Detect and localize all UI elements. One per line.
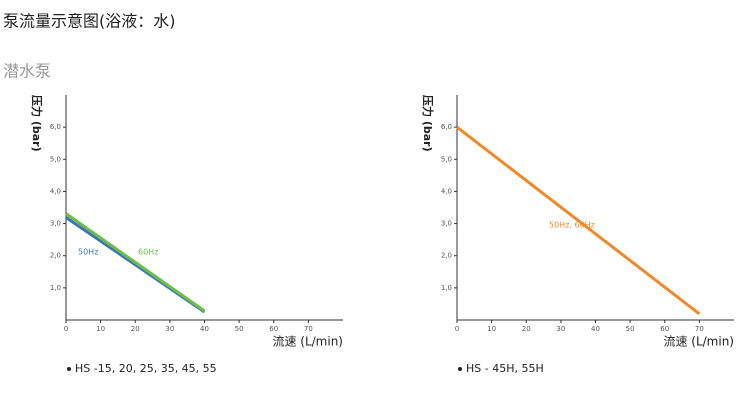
y-tick-label: 4,0 [50, 187, 61, 195]
x-tick-label: 10 [96, 325, 105, 333]
y-tick-label: 6,0 [50, 123, 61, 131]
x-axis-label: 流速 (L/min) [272, 335, 343, 349]
x-tick-label: 70 [304, 325, 313, 333]
x-tick-label: 30 [556, 325, 565, 333]
x-tick-label: 40 [200, 325, 209, 333]
x-tick-label: 20 [131, 325, 140, 333]
y-tick-label: 3,0 [441, 220, 452, 228]
x-tick-label: 40 [591, 325, 600, 333]
x-tick-label: 10 [487, 325, 496, 333]
series-label: 50Hz, 60Hz [549, 221, 595, 230]
series-line [65, 212, 206, 313]
series-label: 50Hz [78, 248, 98, 257]
y-tick-label: 2,0 [50, 252, 61, 260]
series-label: 60Hz [138, 248, 158, 257]
y-axis-label: 压力 (bar) [421, 95, 435, 152]
y-tick-label: 4,0 [441, 187, 452, 195]
y-tick-label: 2,0 [441, 252, 452, 260]
y-axis-label: 压力 (bar) [30, 95, 44, 152]
model-note: HS -15, 20, 25, 35, 45, 55 [75, 362, 217, 375]
model-note: HS - 45H, 55H [466, 362, 544, 375]
x-tick-label: 60 [269, 325, 278, 333]
x-tick-label: 30 [165, 325, 174, 333]
x-tick-label: 0 [455, 325, 459, 333]
x-tick-label: 50 [235, 325, 244, 333]
x-tick-label: 60 [660, 325, 669, 333]
bullet [67, 367, 71, 371]
y-tick-label: 5,0 [441, 155, 452, 163]
x-tick-label: 50 [626, 325, 635, 333]
y-tick-label: 5,0 [50, 155, 61, 163]
bullet [458, 367, 462, 371]
x-tick-label: 70 [695, 325, 704, 333]
y-tick-label: 3,0 [50, 220, 61, 228]
x-axis-label: 流速 (L/min) [663, 335, 734, 349]
x-tick-label: 0 [64, 325, 68, 333]
y-tick-label: 1,0 [441, 284, 452, 292]
page-title: 泵流量示意图(浴液：水) [3, 12, 176, 31]
page-subtitle: 潜水泵 [3, 62, 51, 81]
y-tick-label: 6,0 [441, 123, 452, 131]
series-line [456, 125, 701, 316]
y-tick-label: 1,0 [50, 284, 61, 292]
x-tick-label: 20 [522, 325, 531, 333]
